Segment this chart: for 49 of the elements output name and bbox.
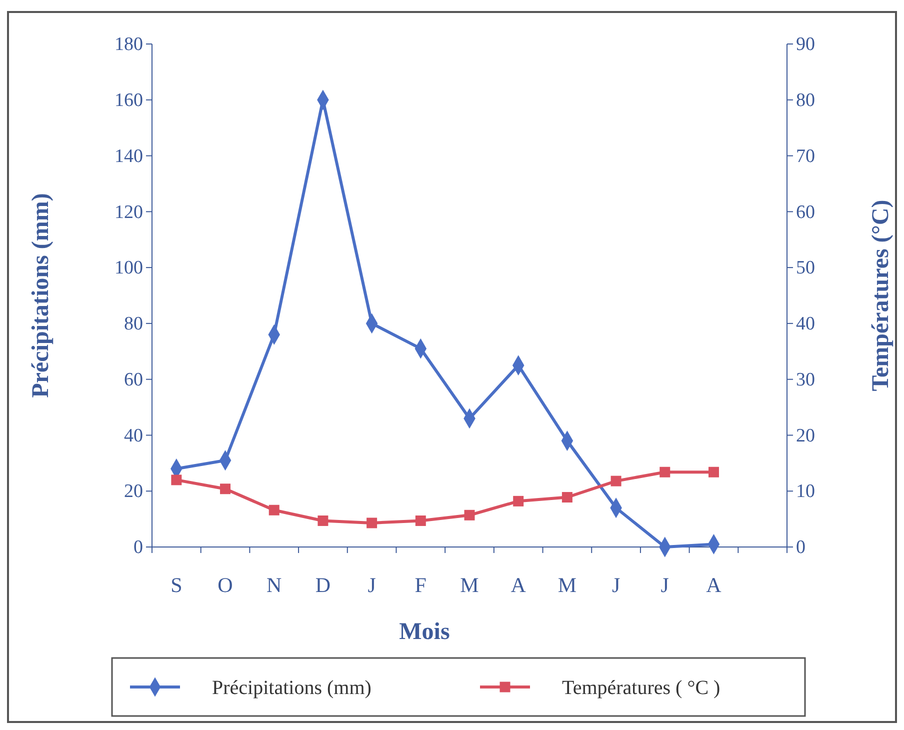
x-tick-label: A: [706, 573, 722, 597]
point: [513, 496, 524, 506]
y2-tick-label: 80: [796, 90, 815, 111]
x-tick-label: N: [266, 573, 282, 597]
point: [562, 492, 572, 503]
y2-tick-label: 30: [796, 369, 815, 390]
y-tick-label: 40: [124, 425, 143, 446]
y-axis-title: Précipitations (mm): [28, 193, 54, 398]
y2-tick-label: 0: [796, 537, 806, 558]
y-tick-label: 160: [114, 90, 143, 111]
x-tick-label: J: [660, 573, 669, 597]
y2-tick-label: 40: [796, 314, 815, 335]
point: [366, 518, 378, 528]
y2-axis-title: Températures (°C): [868, 200, 894, 392]
y-tick-label: 20: [124, 481, 143, 502]
point: [464, 510, 475, 520]
y-tick-label: 140: [114, 146, 143, 167]
point: [318, 515, 328, 526]
y-tick-label: 60: [124, 369, 143, 390]
y2-tick-label: 70: [796, 146, 815, 167]
y2-tick-label: 20: [796, 425, 815, 446]
y-tick-label: 80: [124, 314, 143, 335]
x-tick-label: J: [612, 573, 620, 597]
point: [268, 504, 280, 516]
x-tick-label: M: [460, 573, 480, 597]
y-tick-label: 180: [114, 34, 143, 56]
y2-tick-label: 50: [796, 258, 815, 279]
y-tick-label: 0: [134, 537, 143, 558]
y-tick-label: 120: [114, 202, 143, 223]
x-tick-label: D: [315, 573, 331, 597]
legend-label: Températures ( °C ): [562, 677, 720, 699]
x-tick-label: S: [170, 573, 182, 597]
point: [660, 466, 670, 478]
y-tick-label: 100: [114, 258, 143, 279]
x-tick-label: O: [218, 573, 233, 597]
x-tick-label: F: [414, 573, 426, 597]
y2-tick-label: 90: [796, 34, 815, 56]
legend-label: Précipitations (mm): [212, 677, 372, 699]
x-tick-label: A: [510, 573, 527, 597]
x-tick-label: M: [558, 573, 577, 597]
point: [220, 484, 231, 494]
point: [415, 515, 426, 526]
y2-tick-label: 10: [796, 481, 815, 502]
x-tick-label: J: [368, 573, 376, 597]
x-axis-title: Mois: [399, 619, 450, 645]
point: [171, 474, 182, 486]
point: [708, 466, 719, 478]
y2-tick-label: 60: [796, 202, 815, 223]
point: [610, 476, 622, 486]
